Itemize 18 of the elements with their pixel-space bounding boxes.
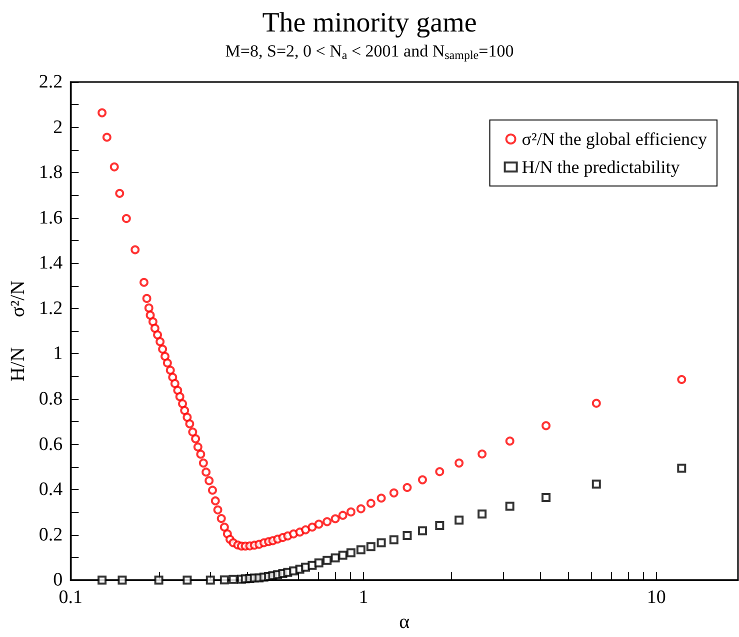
- y-tick-label: 0.6: [38, 434, 63, 455]
- y-tick-label: 0.8: [38, 388, 63, 410]
- y-tick-label: 1: [53, 343, 63, 364]
- x-tick-label: 10: [646, 587, 666, 608]
- x-axis-title: α: [399, 611, 410, 633]
- legend-label: H/N the predictability: [522, 157, 680, 177]
- y-tick-label: 0.4: [38, 479, 64, 500]
- y-tick-label: 2: [53, 116, 63, 138]
- y-tick-label: 0.2: [38, 524, 63, 546]
- y-tick-label: 1.8: [38, 162, 63, 184]
- y-tick-label: 2.2: [38, 72, 63, 92]
- legend-label: σ²/N the global efficiency: [522, 129, 707, 149]
- y-tick-label: 1.4: [38, 252, 64, 274]
- y-axis-title: H/N σ²/N: [7, 280, 29, 382]
- y-tick-label: 1.2: [38, 298, 63, 319]
- y-tick-label: 1.6: [38, 207, 63, 228]
- x-tick-label: 1: [358, 587, 368, 608]
- chart-title: The minority game: [262, 8, 477, 38]
